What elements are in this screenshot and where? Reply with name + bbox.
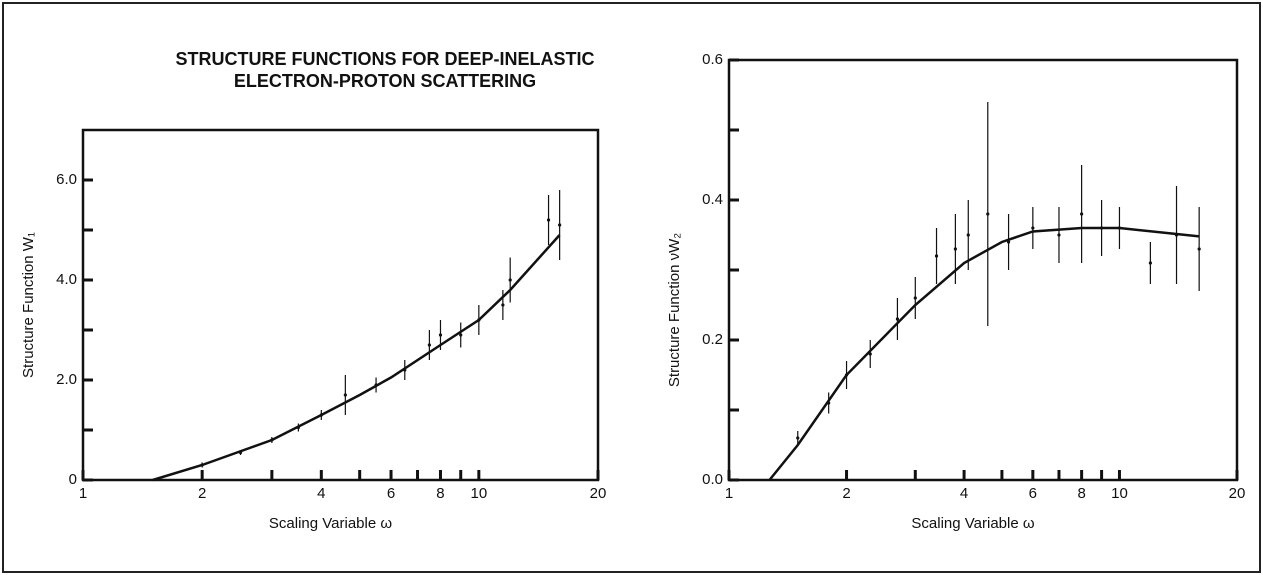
data-point: [459, 333, 463, 337]
data-point: [1080, 212, 1084, 216]
y-axis-label: Structure Function W₁: [20, 232, 37, 378]
x-tick-label: 8: [1077, 485, 1085, 502]
data-point: [966, 233, 970, 237]
data-point: [953, 247, 957, 251]
x-tick-label: 2: [198, 485, 206, 502]
x-tick-label: 1: [79, 485, 87, 502]
data-point: [427, 343, 431, 347]
plot-frame: [81, 128, 600, 482]
x-tick-label: 10: [1111, 485, 1128, 502]
y-axis-label: Structure Function νW₂: [666, 233, 683, 387]
x-tick-label: 4: [317, 485, 325, 502]
x-tick-label: 20: [1229, 485, 1246, 502]
x-tick-label: 6: [1029, 485, 1037, 502]
y-tick-label: 6.0: [56, 171, 77, 188]
y-tick-label: 2.0: [56, 371, 77, 388]
y-tick-label: 0.4: [702, 191, 723, 208]
data-point: [913, 296, 917, 300]
data-point: [1057, 233, 1061, 237]
plot-frame: [727, 58, 1239, 482]
y-tick-label: 4.0: [56, 271, 77, 288]
x-tick-label: 2: [842, 485, 850, 502]
x-tick-label: 10: [470, 485, 487, 502]
fit-curve: [768, 226, 1200, 481]
data-point: [501, 303, 505, 307]
x-tick-label: 8: [436, 485, 444, 502]
data-point: [934, 254, 939, 258]
data-point: [546, 218, 551, 222]
data-point: [558, 223, 562, 227]
x-tick-label: 4: [960, 485, 968, 502]
y-tick-label: 0.2: [702, 331, 723, 348]
data-point: [895, 317, 900, 321]
y-tick-label: 0.0: [702, 471, 723, 488]
x-tick-label: 1: [725, 485, 733, 502]
chart-title: STRUCTURE FUNCTIONS FOR DEEP-INELASTIC E…: [175, 49, 595, 91]
fit-curve: [152, 234, 561, 482]
data-point: [986, 212, 990, 216]
x-tick-label: 20: [590, 485, 607, 502]
data-point: [438, 333, 443, 337]
x-axis-label: Scaling Variable ω: [269, 515, 392, 532]
data-point: [1148, 261, 1152, 265]
x-axis-label: Scaling Variable ω: [911, 515, 1034, 532]
x-tick-label: 6: [387, 485, 395, 502]
y-tick-label: 0: [69, 471, 77, 488]
data-point: [1031, 226, 1035, 230]
data-point: [343, 393, 347, 397]
data-point: [1197, 247, 1201, 251]
data-point: [508, 278, 512, 282]
y-tick-label: 0.6: [702, 51, 723, 68]
data-point: [796, 436, 800, 440]
